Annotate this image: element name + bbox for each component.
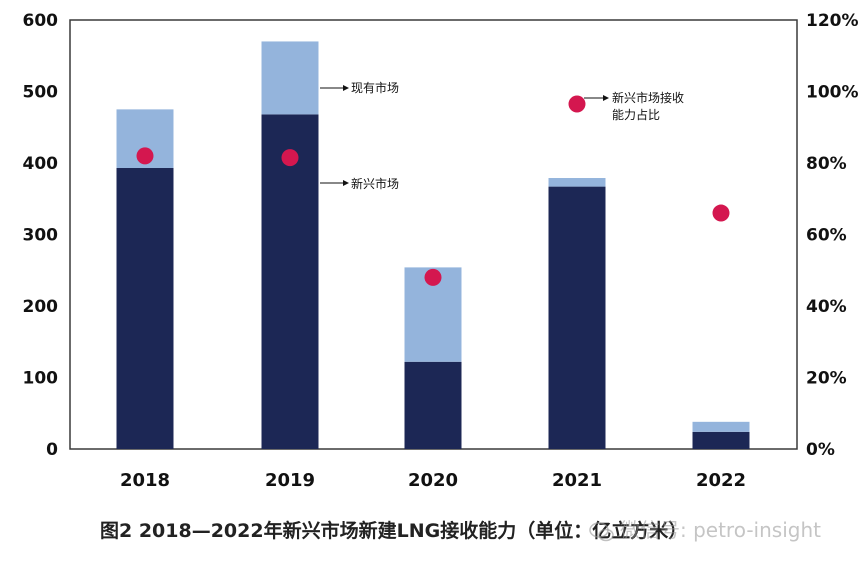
x-tick-label: 2020 bbox=[408, 470, 458, 491]
right-tick-label: 20% bbox=[806, 369, 847, 389]
right-axis-ticks: 0% 20% 40% 60% 80% 100% 120% bbox=[806, 11, 859, 460]
right-tick-label: 40% bbox=[806, 297, 847, 317]
bar-emerging-2020 bbox=[404, 361, 462, 449]
x-tick-label: 2022 bbox=[696, 470, 746, 491]
annotation-existing-market: 现有市场 bbox=[320, 80, 399, 95]
bar-emerging-2018 bbox=[116, 168, 174, 449]
x-axis-ticks: 2018 2019 2020 2021 2022 bbox=[120, 470, 746, 491]
bar-emerging-2019 bbox=[261, 114, 319, 449]
right-tick-label: 120% bbox=[806, 11, 859, 31]
figure-caption: 图2 2018—2022年新兴市场新建LNG接收能力（单位：亿立方米） bbox=[100, 520, 688, 542]
left-tick-label: 400 bbox=[23, 154, 59, 174]
watermark: 微信号: petro-insight bbox=[588, 514, 821, 543]
ratio-point-2018 bbox=[136, 147, 154, 165]
ratio-point-2021 bbox=[568, 95, 586, 113]
right-tick-label: 80% bbox=[806, 154, 847, 174]
ratio-point-2020 bbox=[424, 268, 442, 286]
x-tick-label: 2018 bbox=[120, 470, 170, 491]
left-tick-label: 0 bbox=[46, 440, 58, 460]
bar-emerging-2021 bbox=[548, 186, 606, 449]
left-tick-label: 200 bbox=[23, 297, 59, 317]
left-tick-label: 300 bbox=[23, 226, 59, 246]
x-tick-label: 2019 bbox=[265, 470, 315, 491]
right-tick-label: 100% bbox=[806, 83, 859, 103]
bar-existing-2021 bbox=[548, 178, 606, 187]
bars-layer bbox=[116, 41, 750, 449]
annotation-label: 新兴市场 bbox=[351, 176, 399, 191]
stacked-bar-chart: 0 100 200 300 400 500 600 0% 20% 40% 60% 80% 100% 12… bbox=[23, 11, 859, 491]
annotation-label: 现有市场 bbox=[351, 80, 399, 95]
watermark-text: 微信号: petro-insight bbox=[620, 518, 821, 542]
annotation-label: 新兴市场接收能力占比 bbox=[612, 90, 684, 122]
bar-existing-2022 bbox=[692, 421, 750, 432]
ratio-point-2019 bbox=[281, 149, 299, 167]
ratio-point-2022 bbox=[712, 204, 730, 222]
left-tick-label: 100 bbox=[23, 369, 59, 389]
left-axis-ticks: 0 100 200 300 400 500 600 bbox=[23, 11, 59, 460]
right-tick-label: 60% bbox=[806, 226, 847, 246]
arrow-head-icon bbox=[343, 180, 349, 186]
ratio-points-layer bbox=[136, 95, 730, 286]
right-tick-label: 0% bbox=[806, 440, 835, 460]
x-tick-label: 2021 bbox=[552, 470, 602, 491]
bar-existing-2019 bbox=[261, 41, 319, 115]
left-tick-label: 600 bbox=[23, 11, 59, 31]
arrow-head-icon bbox=[603, 95, 609, 101]
left-tick-label: 500 bbox=[23, 83, 59, 103]
bar-emerging-2022 bbox=[692, 431, 750, 449]
arrow-head-icon bbox=[343, 85, 349, 91]
wechat-icon bbox=[589, 521, 614, 541]
annotation-ratio: 新兴市场接收能力占比 bbox=[584, 90, 684, 122]
annotation-emerging-market: 新兴市场 bbox=[320, 176, 399, 191]
